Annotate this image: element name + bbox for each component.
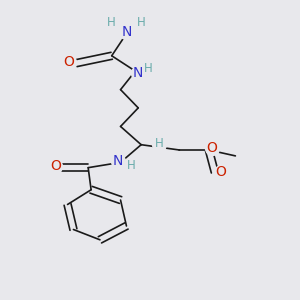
Text: H: H <box>144 61 153 75</box>
Text: H: H <box>154 137 163 150</box>
Text: N: N <box>121 25 132 39</box>
Text: N: N <box>112 154 123 168</box>
Text: N: N <box>133 66 143 80</box>
Text: H: H <box>137 16 146 29</box>
Text: O: O <box>50 160 61 173</box>
Text: O: O <box>215 165 226 179</box>
Text: O: O <box>64 55 74 69</box>
Text: H: H <box>107 16 116 29</box>
Text: H: H <box>127 159 135 172</box>
Text: O: O <box>206 141 217 155</box>
